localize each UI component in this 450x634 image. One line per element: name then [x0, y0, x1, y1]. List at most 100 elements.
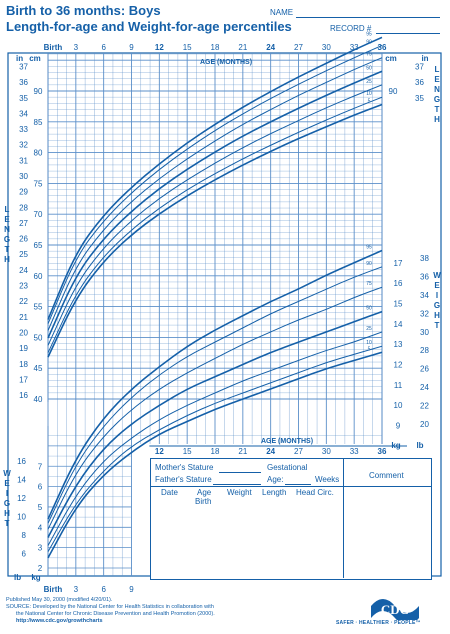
- x-tick-mid: 15: [183, 447, 192, 456]
- x-tick-top: 15: [183, 43, 192, 52]
- footer-source: SOURCE: Developed by the National Center…: [6, 604, 214, 610]
- comment-divider: [343, 459, 344, 578]
- y-axis-label-length-right: G: [434, 95, 440, 104]
- comment-label: Comment: [369, 471, 404, 480]
- length-curve-p95: [47, 36, 383, 320]
- length-x-axis-title: AGE (MONTHS): [200, 59, 252, 66]
- y-axis-label-length-left: G: [4, 235, 10, 244]
- lb-tick-right: 34: [420, 291, 429, 300]
- length-curve-p50: [47, 70, 383, 339]
- y-axis-label-weight-left: W: [3, 469, 11, 478]
- x-tick-top: 12: [155, 43, 164, 52]
- length-percentile-label-p5: 5: [368, 99, 371, 105]
- in-tick-left: 31: [19, 156, 28, 165]
- cm-tick-left: 60: [34, 272, 43, 281]
- in-tick-left: 36: [19, 78, 28, 87]
- y-axis-label-weight-left: G: [4, 499, 10, 508]
- mothers-stature-field[interactable]: [219, 463, 261, 473]
- col-head-circ: Head Circ.: [296, 488, 334, 497]
- name-field[interactable]: [296, 8, 440, 18]
- y-axis-label-length-right: H: [434, 115, 440, 124]
- in-tick-left: 27: [19, 219, 28, 228]
- footer-url[interactable]: http://www.cdc.gov/growthcharts: [16, 618, 103, 624]
- record-label: RECORD #: [330, 24, 372, 33]
- length-percentile-label-p50: 50: [366, 65, 372, 71]
- x-tick-mid: 30: [322, 447, 331, 456]
- fathers-stature-label: Father's Stature: [155, 475, 212, 484]
- in-tick-left: 17: [19, 375, 28, 384]
- record-field[interactable]: [376, 24, 440, 34]
- cm-tick-left: 40: [34, 395, 43, 404]
- cdc-logo-icon: CDC: [371, 599, 419, 620]
- lb-tick-right: 24: [420, 383, 429, 392]
- lb-tick-left: 10: [17, 512, 26, 521]
- y-axis-label-weight-right: H: [434, 311, 440, 320]
- x-tick-top: 33: [350, 43, 359, 52]
- x-tick-mid: 36: [378, 447, 387, 456]
- y-axis-label-length-left: N: [4, 225, 10, 234]
- in-tick-left: 18: [19, 360, 28, 369]
- y-axis-label-length-right: T: [435, 105, 440, 114]
- kg-tick-right: 15: [394, 299, 403, 308]
- unit-lb-left: lb: [14, 573, 21, 582]
- unit-in-right: in: [421, 54, 428, 63]
- y-axis-label-weight-left: I: [6, 489, 8, 498]
- length-curve-p5: [47, 103, 383, 358]
- in-tick-left: 20: [19, 328, 28, 337]
- y-axis-label-length-right: L: [435, 65, 440, 74]
- kg-tick-left: 7: [38, 462, 43, 471]
- weight-percentile-label-p10: 10: [366, 340, 372, 346]
- gestational-age-field[interactable]: [285, 475, 311, 485]
- col-date: Date: [161, 488, 178, 497]
- lb-tick-right: 26: [420, 365, 429, 374]
- in-tick-right: 35: [415, 94, 424, 103]
- weight-percentile-label-p90: 90: [366, 261, 372, 267]
- col-weight: Weight: [227, 488, 252, 497]
- in-tick-left: 32: [19, 141, 28, 150]
- y-axis-label-weight-right: W: [433, 271, 441, 280]
- y-axis-label-weight-left: T: [5, 519, 10, 528]
- in-tick-left: 21: [19, 313, 28, 322]
- unit-in-left: in: [16, 54, 23, 63]
- x-tick-mid: 24: [266, 447, 275, 456]
- x-tick-mid: 18: [211, 447, 220, 456]
- kg-tick-left: 5: [38, 503, 43, 512]
- in-tick-right: 37: [415, 62, 424, 71]
- lb-tick-left: 6: [22, 549, 27, 558]
- in-tick-left: 37: [19, 62, 28, 71]
- y-axis-label-weight-right: I: [436, 291, 438, 300]
- weight-curve-p90: [47, 266, 383, 524]
- gestational-label: Gestational: [267, 463, 308, 472]
- kg-tick-right: 16: [394, 279, 403, 288]
- weight-percentile-label-p25: 25: [366, 326, 372, 332]
- col-age: Age: [197, 488, 212, 497]
- cm-tick-left: 55: [34, 303, 43, 312]
- weight-curve-p5: [47, 351, 383, 559]
- lb-tick-right: 28: [420, 346, 429, 355]
- lb-tick-left: 16: [17, 457, 26, 466]
- lb-tick-right: 22: [420, 402, 429, 411]
- x-tick-bottom: 3: [74, 585, 79, 594]
- kg-tick-right: 11: [394, 381, 403, 390]
- in-tick-left: 29: [19, 188, 28, 197]
- y-axis-label-length-left: H: [4, 255, 10, 264]
- y-axis-label-weight-right: E: [434, 281, 440, 290]
- lb-tick-right: 30: [420, 328, 429, 337]
- fathers-stature-field[interactable]: [213, 475, 261, 485]
- weight-curve-p10: [47, 345, 383, 552]
- weeks-label: Weeks: [315, 475, 340, 484]
- in-tick-left: 30: [19, 172, 28, 181]
- cm-tick-left: 85: [34, 118, 43, 127]
- x-tick-top: 6: [101, 43, 106, 52]
- gestational-age-label: Age:: [267, 475, 284, 484]
- in-tick-left: 23: [19, 282, 28, 291]
- cm-tick-left: 75: [34, 179, 43, 188]
- unit-lb-right: lb: [416, 441, 423, 450]
- page-subtitle: Length-for-age and Weight-for-age percen…: [6, 19, 292, 34]
- mothers-stature-label: Mother's Stature: [155, 463, 214, 472]
- kg-tick-right: 14: [394, 320, 403, 329]
- in-tick-left: 28: [19, 203, 28, 212]
- weight-curve-p95: [47, 249, 383, 520]
- in-tick-left: 19: [19, 344, 28, 353]
